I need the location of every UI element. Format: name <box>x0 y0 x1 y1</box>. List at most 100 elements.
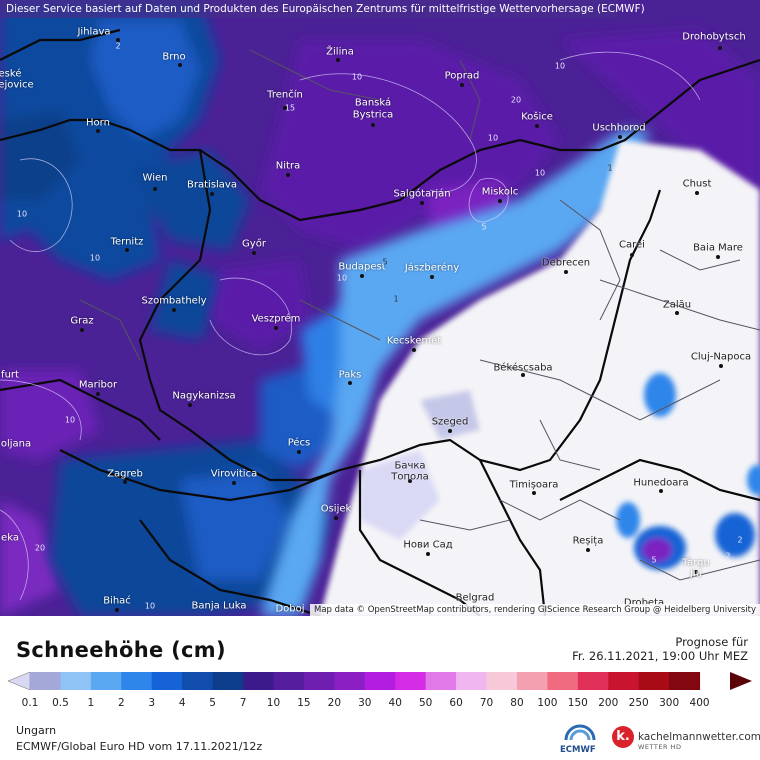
city-eka: eka <box>1 532 19 544</box>
city-targu: Târgu <box>682 557 710 569</box>
city-carei: Carei <box>619 239 645 251</box>
kachelmann-tagline: WETTER HD <box>638 743 682 751</box>
colorbar-tick-label: 4 <box>178 697 186 709</box>
isoline-label: 10 <box>487 133 499 143</box>
colorbar-segment <box>516 672 548 690</box>
colorbar-tick-label: 10 <box>266 697 281 709</box>
ecmwf-logo-text: ECMWF <box>560 745 596 755</box>
colorbar-tick-label: 80 <box>510 697 524 709</box>
city-hunedoara: Hunedoara <box>633 477 689 489</box>
colorbar-tick-label: 0.1 <box>21 697 39 709</box>
colorbar-segment <box>212 672 244 690</box>
isoline-label: 2 <box>737 535 743 545</box>
colorbar-tick-label: 30 <box>358 697 372 709</box>
city-novi-sad: Нови Сад <box>403 539 453 551</box>
isoline-label: 10 <box>64 415 76 425</box>
colorbar-segment <box>182 672 214 690</box>
city-cluj-napoca: Cluj-Napoca <box>690 351 752 363</box>
colorbar-segment <box>547 672 579 690</box>
isoline-label: 20 <box>510 95 522 105</box>
city-jaszbereny: Jászberény <box>404 262 460 274</box>
city-jovice: ejovice <box>0 79 34 91</box>
city-banja-luka: Banja Luka <box>191 600 247 612</box>
colorbar-arrow-high <box>730 672 752 690</box>
forecast-label: Prognose für <box>675 635 748 649</box>
city-brno: Brno <box>162 51 186 63</box>
city-wien: Wien <box>142 172 168 184</box>
colorbar-segment <box>90 672 122 690</box>
isoline-label: 10 <box>351 72 363 82</box>
isoline-label: 5 <box>651 555 657 565</box>
city-furt: furt <box>1 369 19 381</box>
city-timisoara: Timișoara <box>509 479 559 491</box>
city-paks: Paks <box>338 369 362 381</box>
isoline-label: 10 <box>16 209 28 219</box>
city-baia-mare: Baia Mare <box>693 242 743 254</box>
colorbar-segment <box>425 672 457 690</box>
colorbar-segment <box>273 672 305 690</box>
colorbar-tick-label: 2 <box>117 697 125 709</box>
city-uschhorod: Uschhorod <box>592 122 646 134</box>
city-bihac: Bihać <box>103 595 131 607</box>
colorbar-tick-label: 20 <box>327 697 342 709</box>
colorbar-tick-label: 1 <box>87 697 95 709</box>
city-szeged: Szeged <box>431 416 469 428</box>
colorbar-tick-label: 150 <box>567 697 588 709</box>
city-bekescsaba: Békéscsaba <box>493 362 553 374</box>
colorbar-segment <box>395 672 427 690</box>
colorbar-segment <box>303 672 335 690</box>
colorbar-segment <box>456 672 488 690</box>
isoline-label: 2 <box>725 551 731 561</box>
city-drohobytsch: Drohobytsch <box>682 31 746 43</box>
region-label: Ungarn <box>16 724 57 737</box>
colorbar-segment <box>60 672 92 690</box>
colorbar-segment <box>243 672 274 690</box>
city-veszprem: Veszprém <box>251 313 301 325</box>
colorbar-segment <box>638 672 670 690</box>
city-belgrad: Belgrad <box>455 592 495 604</box>
city-chust: Chust <box>682 178 712 190</box>
city-trencin: Trenčín <box>267 89 303 101</box>
colorbar-tick-label: 60 <box>449 697 463 709</box>
city-debrecen: Debrecen <box>541 257 591 269</box>
isoline-label: 5 <box>481 222 487 232</box>
city-topola: Топола <box>391 471 429 483</box>
city-bratislava: Bratislava <box>187 179 237 191</box>
city-salgotarjan: Salgótarján <box>393 188 451 200</box>
city-ljubljana: oljana <box>0 438 32 450</box>
city-kosice: Košice <box>521 111 553 123</box>
city-zagreb: Zagreb <box>107 468 143 480</box>
ecmwf-logo-icon <box>564 724 596 741</box>
colorbar-segment <box>121 672 153 690</box>
city-miskolc: Miskolc <box>481 186 519 198</box>
colorbar-tick-label: 250 <box>628 697 649 709</box>
snow-free-area <box>320 140 760 616</box>
isoline-label: 10 <box>336 273 348 283</box>
city-jihlava: Jihlava <box>77 26 111 38</box>
country-borders <box>0 28 760 616</box>
colorbar-tick-label: 5 <box>209 697 216 709</box>
colorbar-tick-label: 400 <box>689 697 710 709</box>
kachelmann-logo-icon: k. <box>612 726 634 748</box>
city-horn: Horn <box>86 117 110 129</box>
snow-field-transition <box>260 130 650 616</box>
isoline-label: 20 <box>34 543 46 553</box>
colorbar-segment <box>151 672 183 690</box>
map-canvas <box>0 0 760 616</box>
city-doboj: Doboj <box>275 603 305 615</box>
colorbar-tick-label: 100 <box>537 697 558 709</box>
city-budapest: Budapest <box>338 261 386 273</box>
snow-field-west <box>0 0 250 340</box>
colorbar-arrow-low <box>8 672 31 690</box>
city-ternitz: Ternitz <box>110 236 144 248</box>
map-attribution: Map data © OpenStreetMap contributors, r… <box>310 604 760 616</box>
colorbar-tick-label: 7 <box>239 697 247 709</box>
city-dots <box>80 38 723 612</box>
colorbar-segment <box>30 672 61 690</box>
isoline-label: 10 <box>89 253 101 263</box>
forecast-date: Fr. 26.11.2021, 19:00 Uhr MEZ <box>572 649 748 663</box>
legend-title: Schneehöhe (cm) <box>16 638 226 662</box>
city-zilina: Žilina <box>326 46 354 58</box>
colorbar-tick-label: 300 <box>659 697 680 709</box>
colorbar-tick-label: 15 <box>297 697 311 709</box>
